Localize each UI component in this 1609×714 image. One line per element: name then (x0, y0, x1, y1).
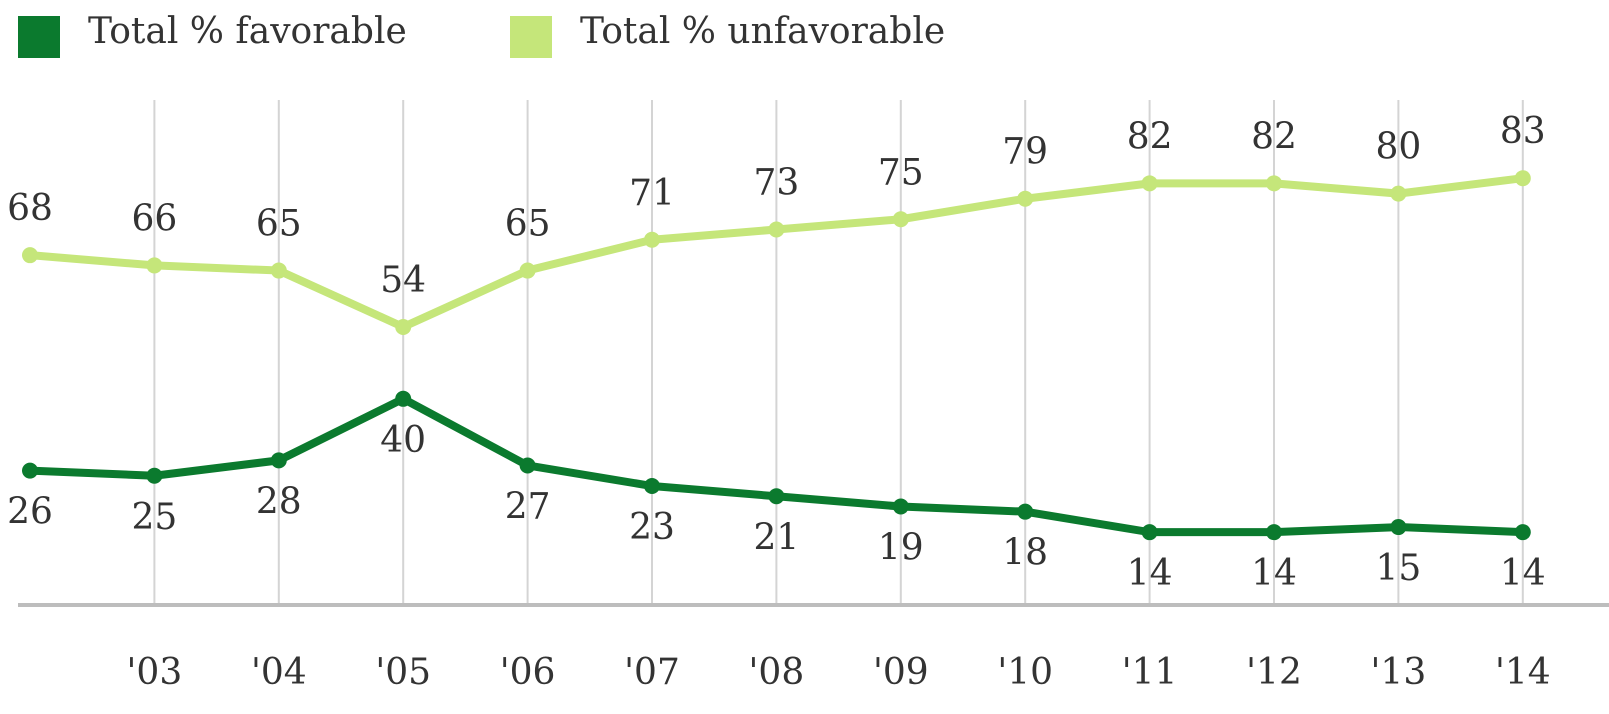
data-label: 80 (1375, 127, 1421, 168)
data-label: 83 (1500, 111, 1546, 152)
point (395, 318, 412, 335)
x-tick-label: '13 (1371, 652, 1427, 693)
point (1514, 524, 1531, 541)
data-label: 25 (131, 497, 177, 538)
data-label: 19 (878, 528, 924, 569)
data-label: 27 (505, 486, 551, 527)
point (395, 390, 412, 407)
point (768, 221, 785, 238)
data-label: 14 (1500, 553, 1546, 594)
point (644, 231, 660, 248)
legend-label: Total % unfavorable (580, 11, 945, 52)
point (1141, 175, 1158, 192)
point (22, 462, 38, 479)
point (892, 211, 909, 228)
point (22, 247, 38, 264)
data-label: 54 (380, 260, 426, 301)
point (1390, 519, 1407, 536)
point (768, 488, 785, 505)
data-label: 65 (256, 204, 302, 245)
data-label: 82 (1127, 116, 1173, 157)
data-label: 15 (1375, 548, 1421, 589)
point (146, 467, 163, 484)
data-label: 26 (7, 492, 53, 533)
data-label: 68 (7, 188, 53, 229)
legend-swatch (510, 16, 552, 58)
x-tick-label: '12 (1246, 652, 1302, 693)
point (1266, 524, 1282, 541)
data-label: 14 (1127, 553, 1173, 594)
data-label: 79 (1002, 132, 1048, 173)
data-label: 66 (131, 198, 177, 239)
point (1141, 524, 1158, 541)
data-label: 71 (629, 173, 675, 214)
point (1266, 175, 1282, 192)
data-label: 23 (629, 507, 675, 548)
legend-label: Total % favorable (88, 11, 407, 52)
x-tick-label: '05 (375, 652, 431, 693)
point (519, 457, 536, 474)
x-tick-label: '09 (873, 652, 929, 693)
data-label: 18 (1002, 533, 1048, 574)
data-label: 82 (1251, 116, 1297, 157)
x-tick-label: '10 (997, 652, 1053, 693)
point (1390, 185, 1407, 202)
point (892, 498, 909, 515)
point (1017, 503, 1034, 520)
point (1514, 170, 1531, 187)
data-label: 40 (380, 420, 426, 461)
x-tick-label: '11 (1122, 652, 1178, 693)
x-tick-label: '07 (624, 652, 680, 693)
data-label: 21 (753, 517, 799, 558)
x-tick-label: '14 (1495, 652, 1551, 693)
data-label: 75 (878, 152, 924, 193)
x-tick-label: '06 (500, 652, 556, 693)
x-tick-label: '03 (127, 652, 183, 693)
x-tick-label: '08 (749, 652, 805, 693)
point (519, 262, 536, 279)
data-label: 28 (256, 481, 302, 522)
data-label: 14 (1251, 553, 1297, 594)
x-tick-label: '04 (251, 652, 307, 693)
data-label: 73 (753, 163, 799, 204)
point (146, 257, 163, 274)
legend-swatch (18, 16, 60, 58)
data-label: 65 (505, 204, 551, 245)
point (270, 262, 287, 279)
point (270, 452, 287, 469)
point (644, 478, 660, 495)
point (1017, 190, 1034, 207)
